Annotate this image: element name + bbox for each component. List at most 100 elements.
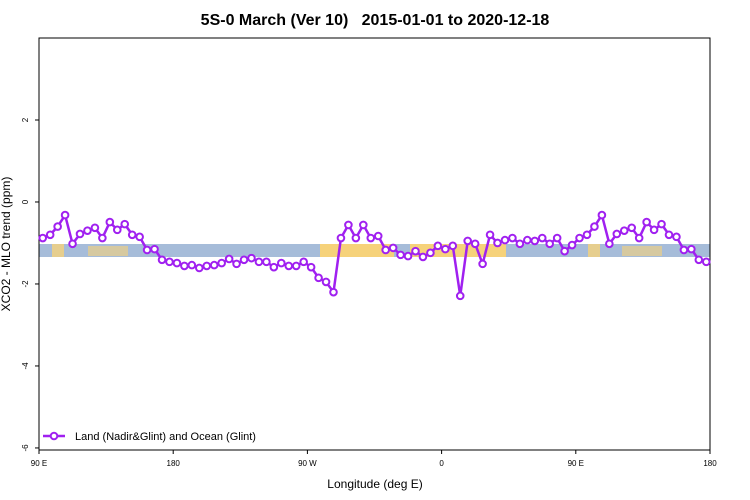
point bbox=[127, 230, 137, 240]
point bbox=[344, 220, 353, 230]
point bbox=[523, 235, 532, 245]
point bbox=[530, 236, 540, 246]
point bbox=[687, 244, 696, 254]
point bbox=[53, 222, 62, 231]
point bbox=[232, 259, 241, 269]
point bbox=[254, 257, 264, 267]
point bbox=[157, 255, 167, 265]
point bbox=[83, 226, 92, 235]
x-axis-label: Longitude (deg E) bbox=[327, 477, 422, 491]
point bbox=[75, 229, 85, 239]
point bbox=[194, 263, 204, 273]
point bbox=[68, 239, 77, 249]
point bbox=[329, 287, 338, 297]
point bbox=[433, 241, 443, 251]
point bbox=[291, 261, 301, 271]
point bbox=[642, 217, 651, 227]
point bbox=[545, 239, 555, 249]
point bbox=[336, 233, 346, 243]
point bbox=[441, 244, 450, 254]
point bbox=[448, 241, 458, 251]
point bbox=[470, 239, 480, 249]
plot-frame bbox=[38, 37, 711, 451]
point bbox=[672, 232, 681, 242]
x-tick-label: 90 W bbox=[298, 459, 317, 468]
point bbox=[165, 257, 174, 267]
land-patch bbox=[52, 244, 64, 257]
point bbox=[45, 230, 55, 240]
point bbox=[605, 239, 614, 249]
point bbox=[187, 260, 197, 270]
point bbox=[239, 255, 249, 265]
series bbox=[38, 210, 711, 301]
point bbox=[634, 233, 644, 243]
point bbox=[373, 231, 383, 241]
point bbox=[403, 251, 413, 261]
land-patch bbox=[588, 244, 600, 257]
point bbox=[135, 232, 144, 242]
chart-title: 5S-0 March (Ver 10) 2015-01-01 to 2020-1… bbox=[201, 12, 550, 29]
point bbox=[426, 248, 435, 258]
point bbox=[627, 223, 637, 233]
map-band bbox=[39, 244, 710, 257]
point bbox=[60, 210, 70, 220]
point bbox=[500, 235, 510, 245]
legend-item: Land (Nadir&Glint) and Ocean (Glint) bbox=[43, 431, 256, 443]
legend-label: Land (Nadir&Glint) and Ocean (Glint) bbox=[75, 431, 256, 443]
point bbox=[180, 261, 189, 271]
point bbox=[418, 252, 428, 262]
point bbox=[396, 250, 405, 260]
point bbox=[508, 233, 517, 243]
x-tick-label: 180 bbox=[167, 459, 181, 468]
legend-marker bbox=[49, 431, 59, 441]
point bbox=[299, 257, 308, 267]
point bbox=[247, 253, 256, 263]
y-tick-label: 2 bbox=[21, 117, 30, 122]
point bbox=[619, 226, 629, 235]
point bbox=[112, 225, 122, 235]
point bbox=[411, 246, 420, 256]
x-tick-label: 90 E bbox=[568, 459, 584, 468]
point bbox=[537, 233, 547, 243]
point bbox=[455, 291, 465, 301]
point bbox=[90, 223, 100, 233]
x-tick-label: 90 E bbox=[31, 459, 47, 468]
point bbox=[478, 259, 487, 269]
y-tick-label: -2 bbox=[21, 280, 30, 288]
point bbox=[142, 245, 152, 255]
point bbox=[597, 210, 607, 220]
point bbox=[269, 262, 279, 272]
point bbox=[306, 262, 316, 272]
point bbox=[515, 239, 525, 249]
point bbox=[209, 260, 219, 270]
point bbox=[701, 257, 711, 267]
point bbox=[493, 238, 502, 248]
land-patch bbox=[622, 246, 662, 256]
x-tick-label: 0 bbox=[439, 459, 444, 468]
point bbox=[590, 222, 599, 231]
y-tick-label: -6 bbox=[21, 444, 30, 452]
point bbox=[552, 233, 562, 243]
y-axis-label: XCO2 - MLO trend (ppm) bbox=[0, 177, 13, 312]
point bbox=[321, 277, 331, 287]
point bbox=[277, 258, 286, 268]
land-patch bbox=[88, 246, 128, 256]
point bbox=[217, 258, 226, 268]
point bbox=[463, 236, 472, 246]
point bbox=[575, 233, 584, 243]
point bbox=[105, 217, 115, 227]
point bbox=[567, 240, 577, 250]
point bbox=[485, 230, 495, 240]
point bbox=[314, 273, 323, 283]
point bbox=[351, 233, 361, 243]
point bbox=[359, 220, 368, 230]
point bbox=[38, 233, 48, 243]
point bbox=[582, 230, 592, 240]
point bbox=[694, 255, 704, 265]
point bbox=[560, 246, 569, 256]
point bbox=[381, 245, 390, 255]
point bbox=[262, 257, 271, 267]
point bbox=[224, 254, 234, 264]
point bbox=[98, 233, 107, 243]
point bbox=[202, 261, 212, 271]
